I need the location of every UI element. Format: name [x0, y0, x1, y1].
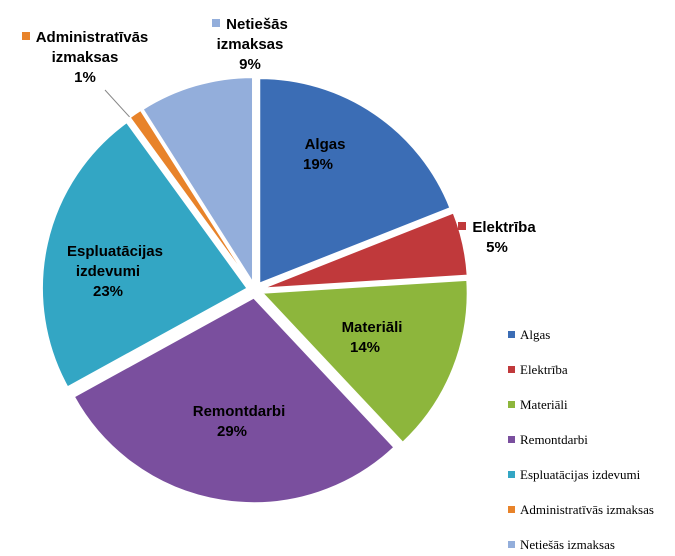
data-label-name: Algas — [304, 136, 346, 153]
data-label-marker — [178, 406, 187, 414]
legend-label: Algas — [520, 327, 551, 342]
data-label-value: 1% — [74, 69, 96, 86]
data-label-value: 5% — [486, 239, 508, 256]
pie-slice — [260, 279, 469, 444]
data-label-name-row: Remontdarbi — [162, 402, 302, 422]
pie-slice — [262, 211, 469, 290]
data-label: Materiāli 14% — [305, 318, 425, 358]
pie-slice — [141, 76, 254, 285]
legend-marker — [508, 471, 515, 478]
pie-slice — [73, 296, 396, 504]
data-label: Algas 19% — [258, 135, 378, 175]
data-label-value: 9% — [239, 56, 261, 73]
data-label-value: 29% — [216, 423, 248, 440]
legend-item: Espluatācijas izdevumi — [508, 467, 640, 483]
legend-label: Materiāli — [520, 397, 568, 412]
data-label-marker — [458, 222, 467, 230]
pie-slice — [41, 121, 249, 389]
data-label-name-row: Materiāli — [305, 318, 425, 338]
data-label-name-row: Elektrība — [437, 218, 557, 238]
data-label-value: 19% — [302, 156, 334, 173]
legend-label: Remontdarbi — [520, 432, 588, 447]
legend-item: Administratīvās izmaksas — [508, 502, 654, 518]
legend-marker — [508, 506, 515, 513]
data-label-name-row: Netiešās izmaksas — [190, 15, 310, 55]
data-label-marker — [290, 139, 299, 147]
legend-item: Netiešās izmaksas — [508, 537, 615, 553]
legend-item: Algas — [508, 327, 550, 343]
data-label: Administratīvās izmaksas 1% — [10, 28, 160, 88]
data-label-marker — [327, 322, 336, 330]
legend-label: Elektrība — [520, 362, 568, 377]
data-label-name: Espluatācijas izdevumi — [67, 243, 163, 280]
data-label: Remontdarbi 29% — [162, 402, 302, 442]
data-label-name-row: Algas — [258, 135, 378, 155]
legend-marker — [508, 366, 515, 373]
data-label: Espluatācijas izdevumi 23% — [43, 242, 173, 302]
data-label-marker — [53, 246, 62, 254]
data-label-marker — [21, 32, 30, 40]
data-label-name: Administratīvās izmaksas — [35, 29, 149, 66]
legend-item: Materiāli — [508, 397, 568, 413]
data-label-name-row: Administratīvās izmaksas — [10, 28, 160, 68]
legend-item: Remontdarbi — [508, 432, 588, 448]
data-label-name: Materiāli — [341, 319, 403, 336]
legend-marker — [508, 401, 515, 408]
data-label: Elektrība 5% — [437, 218, 557, 258]
data-label-name: Netiešās izmaksas — [216, 16, 288, 53]
legend-marker — [508, 436, 515, 443]
pie-slice — [258, 77, 452, 285]
legend-marker — [508, 331, 515, 338]
data-label-name-row: Espluatācijas izdevumi — [43, 242, 173, 282]
legend-label: Administratīvās izmaksas — [520, 502, 654, 517]
legend-label: Netiešās izmaksas — [520, 537, 615, 552]
legend-marker — [508, 541, 515, 548]
data-label-value: 23% — [92, 283, 124, 300]
legend-item: Elektrība — [508, 362, 568, 378]
data-label: Netiešās izmaksas 9% — [190, 15, 310, 75]
data-label-name: Elektrība — [472, 219, 536, 236]
data-label-name: Remontdarbi — [192, 403, 286, 420]
pie-slice — [128, 109, 252, 284]
data-label-marker — [212, 19, 221, 27]
legend-label: Espluatācijas izdevumi — [520, 467, 641, 482]
data-label-value: 14% — [349, 339, 381, 356]
